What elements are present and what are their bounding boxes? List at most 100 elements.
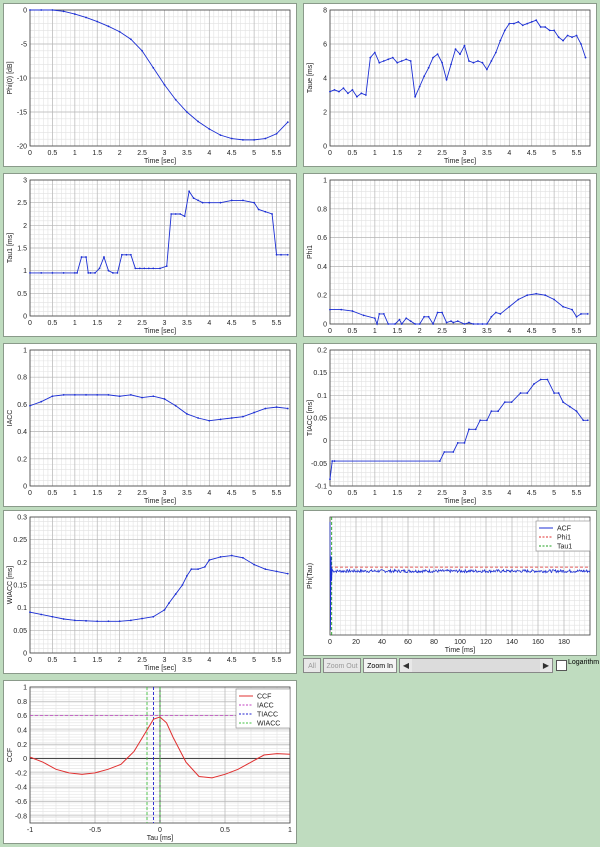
tiacc-data-point [546, 378, 549, 381]
tau1-data-point [201, 201, 204, 204]
iacc-data-point [286, 407, 289, 410]
tiacc-x-tick-label: 5.5 [572, 490, 582, 497]
iacc-y-tick-label: 0.4 [17, 429, 27, 436]
phi1-data-point [441, 311, 443, 314]
phi0-x-tick-label: 5.5 [272, 150, 282, 157]
ccf-series-line [29, 716, 291, 779]
taue-x-tick-label: 2.5 [437, 150, 447, 157]
phi1-data-point [423, 315, 426, 318]
all-button[interactable]: All [303, 658, 321, 673]
scroll-right-icon[interactable]: ▶ [540, 659, 552, 672]
taue-data-point [382, 60, 385, 62]
wiacc-data-point [85, 619, 87, 622]
acf-x-tick-label: 160 [532, 639, 544, 646]
taue-data-point [387, 58, 390, 61]
taue-data-point [548, 29, 551, 32]
phi0-plot-frame [29, 9, 291, 147]
wiacc-data-point [242, 556, 244, 559]
tiacc-y-tick-label: -0.05 [311, 461, 327, 468]
iacc-data-point [62, 393, 65, 396]
wiacc-data-point [107, 620, 110, 623]
tiacc-data-point [557, 392, 560, 394]
phi1-series-line [330, 293, 588, 326]
taue-data-point [490, 60, 493, 62]
acf-chart-svg: 0 20 40 60 80 100 120 140 160 180 Time [ms] Phi(Tau… [307, 516, 591, 654]
tau1-grid [29, 179, 291, 317]
tiacc-data-point [582, 419, 585, 422]
taue-data-point [423, 75, 426, 78]
acf-x-tick-label: 180 [558, 639, 570, 646]
tau1-x-axis-label: Time [sec] [144, 328, 176, 335]
acf-x-tick-label: 20 [352, 639, 360, 646]
tiacc-data-point [438, 460, 441, 462]
tau1-x-tick-label: 2 [118, 320, 122, 327]
time-scrollbar[interactable]: ◀ ▶ [399, 658, 553, 673]
phi0-data-point [253, 138, 256, 141]
acf-toolbar: All Zoom Out Zoom In ◀ ▶ Logarithm [303, 658, 600, 674]
taue-data-point [517, 21, 520, 23]
wiacc-x-tick-label: 0 [28, 657, 32, 664]
tau1-data-point [197, 199, 200, 202]
wiacc-data-point [174, 593, 177, 595]
taue-data-point [526, 22, 529, 25]
tau1-data-point [192, 197, 195, 200]
iacc-y-axis-label: IACC [7, 410, 14, 427]
taue-plot-frame [329, 9, 591, 147]
wiacc-grid [29, 516, 291, 654]
iacc-x-tick-label: 1.5 [92, 490, 102, 497]
taue-data-point [436, 53, 439, 56]
taue-data-point [418, 85, 421, 88]
iacc-series-line [29, 394, 288, 422]
phi1-y-tick-label: 0.2 [317, 293, 327, 300]
tau1-y-tick-label: 1.5 [17, 246, 27, 253]
iacc-y-tick-label: 0 [23, 484, 27, 491]
tau1-data-point [264, 210, 267, 213]
wiacc-series-line [29, 555, 288, 622]
tau1-data-point [179, 213, 182, 215]
wiacc-data-point [219, 555, 222, 558]
tiacc-data-point [468, 428, 470, 431]
tiacc-x-tick-label: 3.5 [482, 490, 492, 497]
zoom-out-button[interactable]: Zoom Out [323, 658, 361, 673]
taue-data-point [472, 61, 475, 64]
wiacc-data-point [129, 619, 132, 622]
tau1-data-point [280, 253, 282, 256]
wiacc-data-point [152, 615, 155, 618]
zoom-in-button[interactable]: Zoom In [363, 658, 397, 673]
phi0-data-point [264, 137, 267, 140]
taue-data-point [580, 43, 582, 45]
wiacc-data-point [141, 617, 143, 620]
tiacc-data-point [474, 428, 477, 431]
iacc-x-tick-label: 0.5 [48, 490, 58, 497]
taue-data-point [360, 92, 363, 95]
tau1-data-point [76, 272, 78, 274]
wiacc-plot-frame [29, 516, 291, 654]
phi1-x-tick-label: 5 [552, 328, 556, 335]
taue-data-point [459, 53, 461, 56]
iacc-data-point [85, 393, 87, 396]
phi0-x-tick-label: 5 [252, 150, 256, 157]
wiacc-data-point [264, 568, 267, 571]
tau1-x-tick-label: 1 [73, 320, 77, 327]
phi0-data-point [141, 49, 143, 52]
phi1-data-point [405, 317, 408, 320]
tau1-data-point [87, 272, 90, 274]
iacc-x-tick-label: 1 [73, 490, 77, 497]
taue-data-point [566, 34, 569, 37]
acf-x-tick-label: 0 [328, 639, 332, 646]
wiacc-data-point [96, 620, 99, 623]
iacc-data-point [208, 419, 211, 422]
scroll-left-icon[interactable]: ◀ [400, 659, 412, 672]
iacc-data-point [96, 393, 99, 396]
ccf-x-tick-label: 0 [158, 827, 162, 834]
tau1-data-point [103, 256, 105, 258]
taue-x-tick-label: 1 [373, 150, 377, 157]
phi1-x-tick-label: 2.5 [437, 328, 447, 335]
tiacc-x-tick-label: 2.5 [437, 490, 447, 497]
acf-x-tick-label: 120 [480, 639, 492, 646]
tiacc-data-point [452, 451, 455, 453]
wiacc-y-tick-label: 0.2 [17, 560, 27, 567]
logarithmic-checkbox[interactable] [556, 660, 567, 671]
tau1-data-point [271, 213, 273, 215]
phi0-chart: 0 0.5 1 1.5 2 2.5 3 3.5 4 4.5 5 5.5 0 -5 -10 -15 -20 Time… [3, 3, 297, 167]
